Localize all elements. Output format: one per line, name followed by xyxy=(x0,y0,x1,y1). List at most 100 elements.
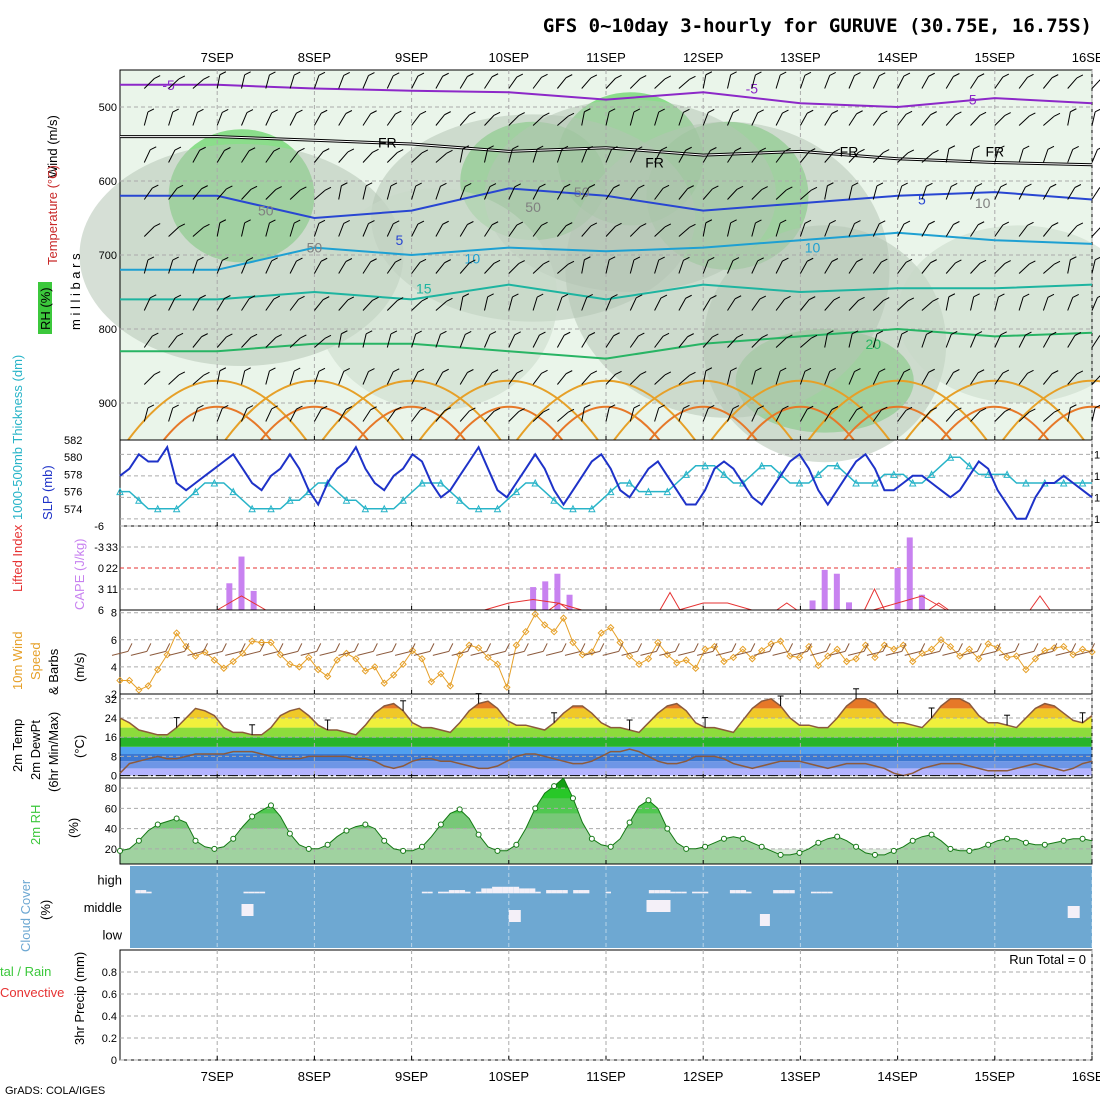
wind10-barb-flag xyxy=(335,643,341,652)
wind-barb-flag xyxy=(419,258,427,263)
wind-barb-flag xyxy=(320,109,328,114)
wind-barb xyxy=(824,333,828,348)
wind-barb-flag xyxy=(221,404,229,409)
wind10-ylabel-unit: (m/s) xyxy=(72,652,87,682)
thickness-marker xyxy=(701,461,709,470)
wind10-marker xyxy=(767,640,775,648)
wind10-marker xyxy=(474,644,483,652)
wind-barb-flag xyxy=(973,293,980,298)
wind-barb xyxy=(265,370,270,385)
wind-barb-flag xyxy=(979,407,987,412)
wind-barb xyxy=(800,299,810,311)
wind10-barb xyxy=(300,650,317,656)
wind-barb xyxy=(168,407,174,422)
wind-barb-flag xyxy=(561,293,569,298)
isotherm-arc xyxy=(807,380,988,441)
y-tick-label: 32 xyxy=(105,694,117,706)
wind10-ylabel-3: & Barbs xyxy=(46,648,61,695)
wind-barb xyxy=(872,409,882,422)
wind-barb xyxy=(168,226,180,237)
dewpt-line xyxy=(119,748,1093,777)
y-tick-label: 0.8 xyxy=(102,967,117,979)
wind-barb-flag xyxy=(615,74,622,79)
wind-barb-flag xyxy=(590,222,598,227)
wind10-barb-flag xyxy=(1014,643,1020,652)
wind-barb-flag xyxy=(608,108,616,113)
rh2m-marker xyxy=(702,843,709,850)
wind-barb xyxy=(872,75,880,89)
wind-barb xyxy=(289,337,301,348)
wind10-marker xyxy=(125,676,134,685)
wind10-marker xyxy=(635,660,643,668)
isotherm-line xyxy=(120,187,1093,220)
wind-barb xyxy=(532,263,544,274)
wind-barb xyxy=(411,185,417,200)
thickness-marker xyxy=(814,470,823,478)
wind-barb xyxy=(897,410,907,422)
wind-barb-flag xyxy=(782,109,789,114)
isotherm-arc xyxy=(516,380,696,441)
wind10-marker xyxy=(644,655,653,663)
wind-barb xyxy=(581,225,592,237)
wind-barb xyxy=(970,186,977,200)
wind-barb-flag xyxy=(1094,404,1100,409)
wind-barb-flag xyxy=(392,220,400,225)
cloud-bar xyxy=(670,891,676,894)
wind-barb xyxy=(799,113,808,126)
wind-barb-flag xyxy=(322,148,330,153)
cloud-bar xyxy=(1067,906,1080,918)
wind-barb xyxy=(1091,111,1096,126)
cape-lifted-panel: -6 -3 0 3 611 22 33 xyxy=(94,521,1093,617)
wind-barb-flag xyxy=(419,110,427,115)
rh2m-marker xyxy=(192,837,199,844)
wind-barb-flag xyxy=(246,109,254,114)
wind-barb-flag xyxy=(639,75,647,80)
isotherm-arc xyxy=(843,405,952,441)
lifted-ylabel: Lifted Index xyxy=(10,524,25,592)
cape-bar xyxy=(918,594,925,610)
wind-barb xyxy=(435,410,446,422)
thickness-marker xyxy=(229,487,238,496)
wind-barb-flag xyxy=(395,406,402,411)
wind-barb-flag xyxy=(462,293,470,298)
y-tick-label: 22 xyxy=(106,563,118,575)
wind10-barb xyxy=(527,650,544,656)
y-tick-label: 60 xyxy=(105,803,117,815)
wind-barb xyxy=(872,300,884,311)
lifted-line xyxy=(776,602,798,611)
cloud-bar xyxy=(810,891,817,894)
wind-barb-flag xyxy=(318,219,326,224)
wind-barb-flag xyxy=(664,75,672,80)
y-tick-label: 900 xyxy=(99,398,117,410)
wind-barb-flag xyxy=(712,333,719,338)
wind-barb-flag xyxy=(804,219,812,224)
cape-bar xyxy=(226,583,233,610)
wind-barb-flag xyxy=(396,149,404,154)
wind-barb xyxy=(921,334,927,348)
wind-barb-flag xyxy=(930,407,937,412)
thickness-marker xyxy=(248,504,256,513)
wind-barb xyxy=(1018,411,1030,422)
wind-barb xyxy=(168,259,174,274)
wind-barb-flag xyxy=(300,186,307,191)
wind-barb-flag xyxy=(178,223,186,228)
rh2m-marker xyxy=(456,806,463,813)
wind-barb-flag xyxy=(907,297,915,302)
rh2m-marker xyxy=(117,847,123,854)
wind-barb xyxy=(945,334,952,348)
wind-barb xyxy=(994,186,1002,200)
wind-barb-flag xyxy=(442,72,449,77)
y-tick-label: 16 xyxy=(105,732,117,744)
wind-barb-flag xyxy=(153,223,161,228)
wind-barb xyxy=(314,151,324,163)
wind-barb xyxy=(508,148,513,163)
y-tick-label: 3 xyxy=(98,584,104,596)
wind-barb xyxy=(532,115,544,126)
wind-barb-flag xyxy=(761,334,768,339)
wind-barb-flag xyxy=(833,296,841,301)
wind-barb xyxy=(1091,407,1096,422)
isotherm-arc xyxy=(454,405,564,441)
wind-barb-flag xyxy=(464,182,472,187)
wind-barb xyxy=(216,150,225,163)
cape-bar xyxy=(542,581,549,610)
